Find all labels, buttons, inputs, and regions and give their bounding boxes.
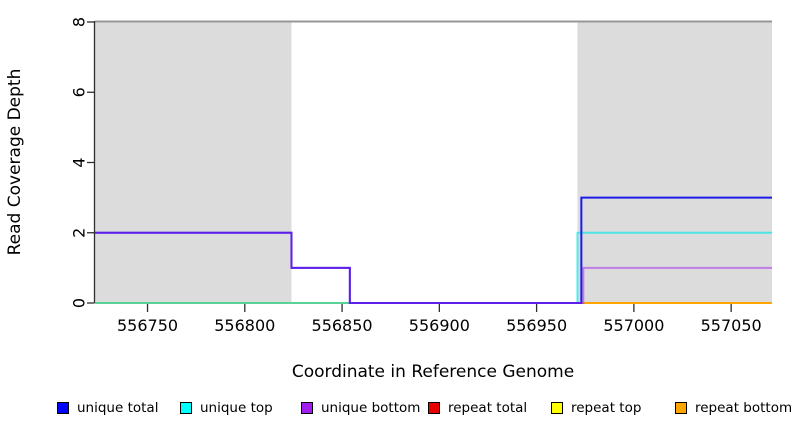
series-line-unique-top bbox=[95, 231, 772, 304]
y-tick-label: 8 bbox=[70, 17, 89, 27]
legend-swatch-unique-bottom bbox=[301, 402, 313, 414]
legend-item-unique-total: unique total bbox=[57, 398, 158, 418]
legend-label: repeat top bbox=[571, 400, 642, 416]
legend: unique total unique top unique bottom repea… bbox=[0, 398, 792, 422]
chart-layer: 0 2 4 6 8 556750 556800 556850 556900 556950 55700… bbox=[70, 17, 772, 335]
legend-label: unique total bbox=[77, 400, 159, 416]
x-tick-label: 557050 bbox=[701, 316, 762, 335]
x-tick-label: 556750 bbox=[117, 316, 178, 335]
x-axis-title: Coordinate in Reference Genome bbox=[292, 362, 574, 382]
legend-swatch-unique-total bbox=[57, 402, 69, 414]
legend-label: repeat bottom bbox=[695, 400, 792, 416]
legend-label: unique top bbox=[200, 400, 273, 416]
x-tick-label: 556950 bbox=[506, 316, 567, 335]
legend-item-repeat-top: repeat top bbox=[551, 398, 641, 418]
series-line-unique-bottom bbox=[95, 231, 772, 304]
y-tick-label: 2 bbox=[70, 228, 89, 238]
x-tick-label: 557000 bbox=[603, 316, 664, 335]
x-tick-label: 556850 bbox=[312, 316, 373, 335]
legend-swatch-unique-top bbox=[180, 402, 192, 414]
legend-item-unique-bottom: unique bottom bbox=[301, 398, 420, 418]
y-tick-label: 4 bbox=[70, 157, 89, 167]
legend-label: unique bottom bbox=[321, 400, 421, 416]
repeat-region-left bbox=[95, 22, 292, 303]
x-tick-label: 556800 bbox=[214, 316, 275, 335]
y-tick-label: 0 bbox=[70, 298, 89, 308]
legend-item-repeat-total: repeat total bbox=[428, 398, 527, 418]
legend-swatch-repeat-total bbox=[428, 402, 440, 414]
legend-item-unique-top: unique top bbox=[180, 398, 273, 418]
x-tick-label: 556900 bbox=[409, 316, 470, 335]
y-axis-title: Read Coverage Depth bbox=[5, 69, 25, 256]
legend-label: repeat total bbox=[448, 400, 528, 416]
legend-item-repeat-bottom: repeat bottom bbox=[675, 398, 792, 418]
y-tick-label: 6 bbox=[70, 87, 89, 97]
repeat-region-right bbox=[577, 22, 772, 303]
legend-swatch-repeat-top bbox=[551, 402, 563, 414]
legend-swatch-repeat-bottom bbox=[675, 402, 687, 414]
